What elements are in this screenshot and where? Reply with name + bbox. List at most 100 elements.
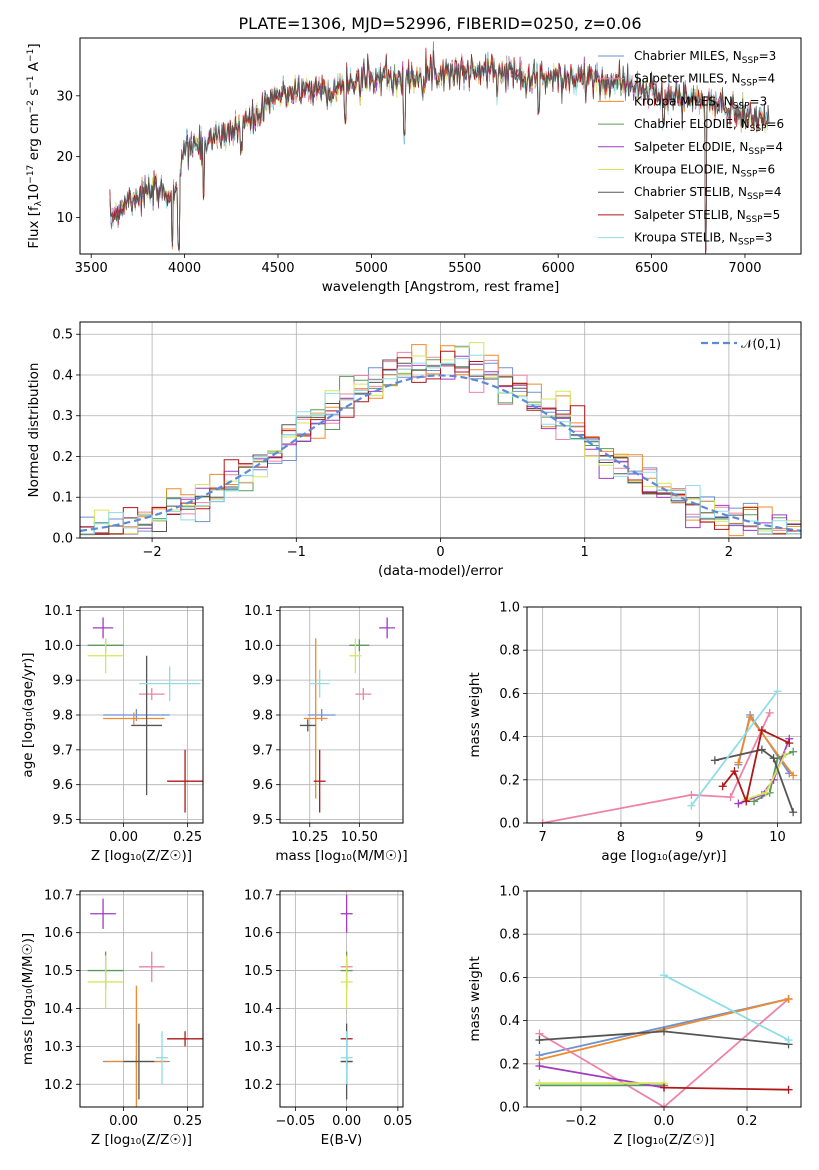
y-tick-label: 10.1 — [244, 604, 273, 619]
y-tick-label: 0.8 — [499, 928, 520, 943]
y-tick-label: 10.4 — [44, 1002, 73, 1017]
weight-marker — [769, 754, 778, 763]
y-tick-label: 9.8 — [52, 709, 73, 724]
weight-marker — [785, 739, 794, 748]
weight-marker — [710, 756, 719, 765]
errorbar-point — [303, 638, 328, 799]
y-tick-label: 10.1 — [44, 604, 73, 619]
y-tick-label: 10.2 — [244, 1078, 273, 1093]
y-tick-label: 9.6 — [52, 778, 73, 793]
x-tick-label: 0.00 — [332, 1114, 361, 1129]
x-tick-label: 0.00 — [109, 1114, 138, 1129]
weight-marker — [535, 1079, 544, 1088]
errorbar-point — [90, 898, 116, 929]
errorbar-point — [313, 749, 326, 813]
y-tick-label: 0.2 — [499, 1057, 520, 1072]
errorbar-point — [355, 688, 372, 701]
errorbar-point — [167, 1031, 203, 1047]
y-tick-label: 1.0 — [499, 601, 520, 616]
weight-marker — [761, 788, 770, 797]
plot-frame — [279, 606, 404, 824]
gridlines — [280, 891, 403, 1107]
weight-marker — [789, 747, 798, 756]
weight-marker — [726, 793, 735, 802]
y-tick-label: 10.0 — [244, 639, 273, 654]
y-tick-label: 10.4 — [244, 1002, 273, 1017]
weight-marker — [660, 971, 668, 980]
y-tick-label: 10.0 — [44, 639, 73, 654]
weight-marker — [784, 1036, 793, 1045]
mass-vs-metallicity-panel: 0.00 0.25 10.2 10.3 10.4 10.5 10.6 10.7 Z [log₁₀… — [20, 888, 204, 1148]
y-axis-label: age [log₁₀(age/yr)] — [20, 652, 36, 777]
y-axis-label: mass weight — [467, 956, 483, 1041]
y-tick-label: 0.6 — [499, 971, 520, 986]
y-tick-label: 0.4 — [52, 368, 73, 383]
y-tick-label: 10.7 — [44, 888, 73, 903]
weight-marker — [660, 1103, 668, 1107]
weight-series-line — [663, 1086, 789, 1091]
x-tick-label: −0.05 — [275, 1114, 315, 1129]
y-tick-label: 10.3 — [244, 1040, 273, 1055]
errorbar-point — [87, 638, 124, 674]
age-vs-mass-panel: 10.25 10.50 9.5 9.6 9.7 9.8 9.9 10.0 10.1 mass [l… — [244, 604, 408, 864]
weight-series-line — [539, 998, 790, 1107]
weight-series-line — [539, 1065, 665, 1089]
plot-frame — [79, 37, 802, 255]
x-tick-label: 2 — [725, 545, 733, 560]
residual-histogram-panel: −2 −1 0 1 2 0.0 0.1 0.2 0.3 0.4 0.5 (data-model)/er… — [26, 321, 802, 579]
weight-marker — [773, 687, 782, 696]
errorbar-point — [349, 639, 370, 652]
weight-marker — [757, 726, 766, 735]
legend-entry: Salpeter ELODIE, NSSP=4 — [634, 140, 783, 157]
y-tick-label: 10.2 — [44, 1078, 73, 1093]
legend-entry: 𝒩(0,1) — [741, 337, 781, 351]
legend-entry: Kroupa STELIB, NSSP=3 — [634, 231, 772, 248]
spectrum-legend: Chabrier MILES, NSSP=3 Salpeter MILES, NS… — [598, 49, 784, 248]
x-axis-label: age [log₁₀(age/yr)] — [601, 848, 726, 864]
weight-marker — [660, 1083, 668, 1092]
weight-series-line — [663, 974, 789, 1041]
y-tick-label: 30 — [56, 89, 73, 104]
histogram-series — [80, 354, 801, 538]
x-tick-label: 6500 — [635, 261, 668, 276]
weight-series-line — [542, 712, 771, 823]
errorbar-point — [340, 955, 353, 1009]
legend-entry: Chabrier STELIB, NSSP=4 — [634, 185, 782, 202]
x-tick-label: 10.50 — [341, 830, 378, 845]
weight-series-line — [690, 690, 779, 807]
y-tick-label: 10.5 — [244, 964, 273, 979]
legend-entry: Kroupa MILES, NSSP=3 — [634, 94, 767, 111]
errorbar-point — [138, 951, 165, 982]
x-tick-label: 5500 — [448, 261, 481, 276]
gridlines — [527, 890, 801, 1108]
errorbar-point — [123, 1023, 155, 1100]
y-tick-label: 10.6 — [44, 926, 73, 941]
weight-marker — [784, 1085, 793, 1094]
y-tick-label: 0.2 — [52, 450, 73, 465]
plot-frame — [526, 606, 802, 824]
y-tick-label: 0.5 — [52, 328, 73, 343]
legend-entry: Chabrier ELODIE, NSSP=6 — [634, 117, 784, 134]
y-tick-label: 10 — [56, 211, 73, 226]
x-axis-label: mass [log₁₀(M/M☉)] — [275, 848, 407, 864]
errorbar-point — [349, 638, 362, 674]
errorbar-point — [379, 617, 396, 639]
y-tick-label: 9.6 — [252, 778, 273, 793]
x-tick-label: 7 — [539, 830, 547, 845]
errorbar-point — [131, 655, 162, 796]
y-tick-label: 10.6 — [244, 926, 273, 941]
x-tick-label: 3500 — [75, 261, 108, 276]
x-tick-label: 0 — [436, 545, 444, 560]
x-tick-label: 1 — [581, 545, 589, 560]
x-tick-label: 0.2 — [737, 1114, 758, 1129]
x-axis-label: Z [log₁₀(Z/Z☉)] — [91, 1132, 192, 1148]
plot-frame — [279, 890, 404, 1108]
weight-marker — [535, 1036, 544, 1045]
weight-marker — [789, 808, 798, 817]
x-tick-label: 0.05 — [383, 1114, 412, 1129]
errorbar-point — [309, 669, 330, 698]
x-tick-label: 0.00 — [109, 830, 138, 845]
x-axis-label: Z [log₁₀(Z/Z☉)] — [613, 1132, 714, 1148]
weight-marker — [734, 758, 743, 767]
legend-entry: Salpeter STELIB, NSSP=5 — [634, 208, 780, 225]
